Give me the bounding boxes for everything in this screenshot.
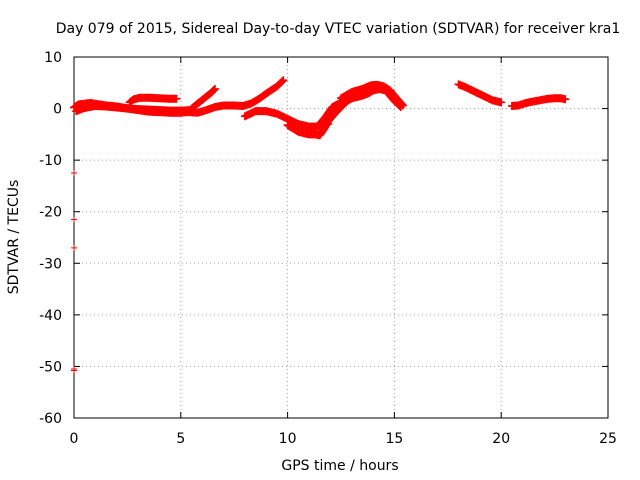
x-axis-label: GPS time / hours [281,458,398,474]
x-tick-label: 25 [599,431,617,447]
data-point [278,77,287,86]
y-tick-label: -20 [39,205,62,221]
y-axis-ticks: 10 0 -10 -20 -30 -40 -50 -60 [39,50,608,427]
series-outliers [71,170,77,374]
y-axis-label: SDTVAR / TECUs [6,180,22,295]
y-tick-label: 0 [53,102,62,118]
data-point [209,86,218,95]
y-tick-label: -10 [39,153,62,169]
x-tick-label: 5 [176,431,185,447]
x-tick-label: 20 [492,431,510,447]
x-axis-ticks: 0 5 10 15 20 25 [70,57,617,447]
data-point [279,76,288,85]
y-tick-label: 10 [44,50,62,66]
series-arc2 [72,101,196,117]
plot-frame [73,56,609,419]
series-arc4 [187,84,219,113]
data-point [497,98,506,107]
series-arc9 [337,80,407,110]
data-point [398,100,407,109]
chart-title: Day 079 of 2015, Sidereal Day-to-day VTE… [56,21,621,37]
data-point [210,84,219,93]
y-tick-label: -60 [39,411,62,427]
y-tick-label: -30 [39,256,62,272]
series-arc3 [125,93,181,107]
data-point [397,99,406,108]
data-point [172,94,181,103]
x-tick-label: 15 [385,431,403,447]
y-tick-label: -50 [39,359,62,375]
y-tick-label: -40 [39,308,62,324]
data-point [398,101,407,110]
data-point [71,367,77,374]
data-point [71,170,77,177]
x-tick-label: 10 [279,431,297,447]
series-arc5 [176,76,288,117]
data-point [71,216,77,223]
data-point [561,95,570,104]
data-point [71,244,77,251]
x-tick-label: 0 [70,431,79,447]
series-arc10 [454,80,506,107]
series-arc11 [507,94,570,110]
series-group [70,76,570,374]
